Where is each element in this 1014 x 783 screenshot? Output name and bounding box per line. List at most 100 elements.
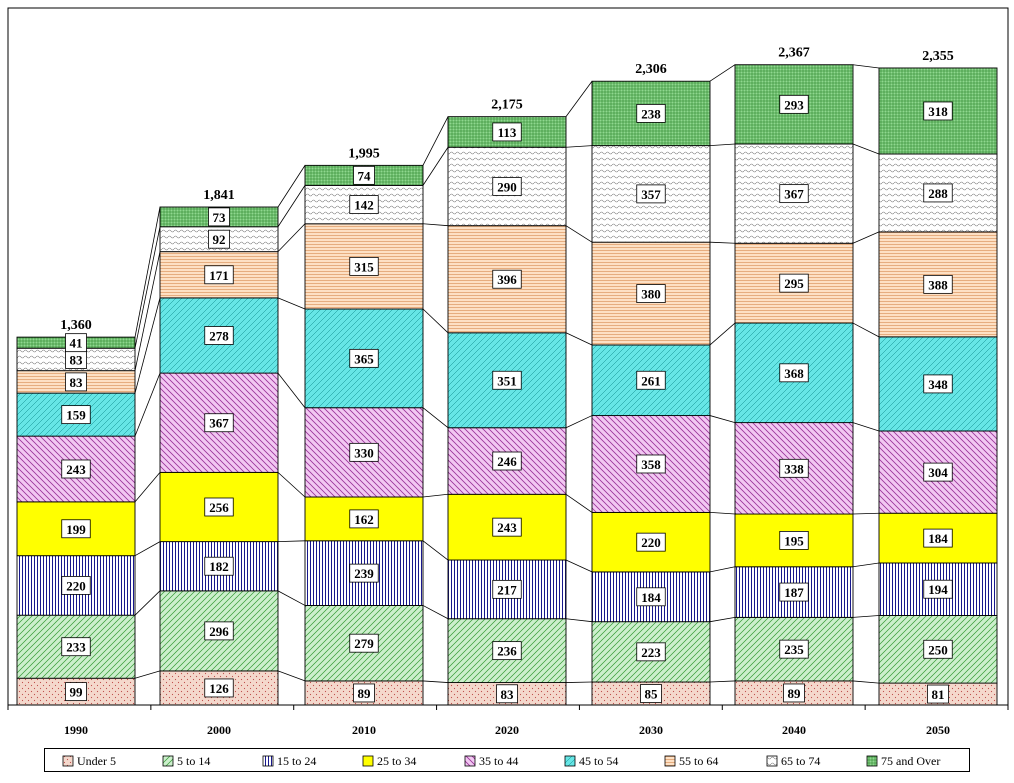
data-label: 278 xyxy=(209,328,229,343)
data-label-box xyxy=(204,621,234,641)
data-label-box xyxy=(923,183,953,203)
total-label: 1,995 xyxy=(348,146,380,161)
bar-segment xyxy=(734,566,854,618)
legend-label: 35 to 44 xyxy=(479,754,518,768)
data-label-box xyxy=(636,370,666,390)
data-label-box xyxy=(779,582,809,602)
data-label: 184 xyxy=(928,531,948,546)
total-label: 2,175 xyxy=(491,98,523,113)
data-label-box xyxy=(636,587,666,607)
data-label-box xyxy=(349,195,379,214)
series-connector-line xyxy=(565,493,593,513)
data-label: 74 xyxy=(358,168,372,183)
series-connector-line xyxy=(709,241,736,244)
data-label: 235 xyxy=(784,642,804,657)
series-connector-line xyxy=(422,680,449,683)
x-tick-label: 2020 xyxy=(495,723,519,737)
data-label-box xyxy=(204,265,234,285)
data-label: 368 xyxy=(784,366,804,381)
data-label-box xyxy=(208,229,230,249)
data-label: 388 xyxy=(928,277,948,292)
data-label: 187 xyxy=(784,585,804,600)
total-label: 2,306 xyxy=(635,62,667,77)
data-label-box xyxy=(783,683,805,703)
data-label-box xyxy=(492,517,522,537)
data-label-box xyxy=(779,184,809,204)
series-connector-line xyxy=(277,670,306,682)
total-label: 1,360 xyxy=(60,318,92,333)
legend-swatch xyxy=(262,755,274,767)
data-label-box xyxy=(779,531,809,550)
legend-swatch xyxy=(162,755,174,767)
data-label-box xyxy=(349,348,379,368)
legend-swatch xyxy=(866,755,878,767)
series-connector-line xyxy=(277,223,306,252)
data-label: 367 xyxy=(784,187,804,202)
data-label: 217 xyxy=(497,582,517,597)
series-connector-line xyxy=(565,80,593,117)
data-label-box xyxy=(492,641,522,661)
series-connector-line xyxy=(852,562,880,568)
data-label-box xyxy=(204,678,234,698)
data-label: 304 xyxy=(928,465,948,480)
series-connector-line xyxy=(852,322,880,338)
x-tick-label: 2040 xyxy=(782,723,806,737)
data-label-box xyxy=(492,269,522,289)
data-label: 296 xyxy=(209,624,229,639)
legend-label: 65 to 74 xyxy=(781,754,820,768)
data-label: 195 xyxy=(784,533,804,548)
series-connector-line xyxy=(565,225,593,243)
series-connector-line xyxy=(277,590,306,606)
x-tick-label: 2030 xyxy=(639,723,663,737)
data-label-box xyxy=(349,563,379,583)
series-connector-line xyxy=(852,231,880,244)
data-label: 243 xyxy=(66,462,86,477)
series-connector-line xyxy=(565,681,593,683)
data-label-box xyxy=(204,326,234,345)
data-label-box xyxy=(923,374,953,394)
series-connector-line xyxy=(422,223,449,227)
total-label: 2,367 xyxy=(778,46,810,61)
series-connector-line xyxy=(852,512,880,515)
data-label-box xyxy=(61,459,91,479)
series-connector-line xyxy=(422,147,449,186)
legend-label: 55 to 64 xyxy=(679,754,718,768)
data-label: 233 xyxy=(66,640,86,655)
series-connector-line xyxy=(134,472,161,503)
legend-label: 75 and Over xyxy=(881,754,940,768)
data-label-box xyxy=(779,639,809,659)
data-label: 357 xyxy=(641,187,661,202)
data-label: 246 xyxy=(497,454,517,469)
data-label: 41 xyxy=(70,336,83,351)
data-label: 295 xyxy=(784,276,804,291)
series-connector-line xyxy=(134,372,161,437)
data-label: 279 xyxy=(354,636,374,651)
series-connector-line xyxy=(709,680,736,683)
x-tick-label: 2050 xyxy=(926,723,950,737)
data-label-box xyxy=(65,372,87,392)
series-connector-line xyxy=(565,559,593,573)
series-connector-line xyxy=(277,165,306,208)
series-connector-line xyxy=(422,308,449,334)
series-connector-line xyxy=(565,618,593,623)
data-label: 348 xyxy=(928,377,948,392)
data-label-box xyxy=(636,454,666,474)
data-label-box xyxy=(349,633,379,653)
data-label-box xyxy=(923,274,953,294)
data-label-box xyxy=(65,333,87,353)
data-label: 250 xyxy=(928,642,948,657)
data-label: 113 xyxy=(498,125,517,140)
legend-label: 15 to 24 xyxy=(277,754,316,768)
data-label-box xyxy=(61,519,91,539)
data-label-box xyxy=(65,682,87,702)
data-label: 142 xyxy=(354,198,374,213)
legend-label: 5 to 14 xyxy=(177,754,210,768)
data-label-box xyxy=(492,122,522,142)
data-label: 159 xyxy=(66,408,86,423)
data-label-box xyxy=(636,104,666,123)
series-connector-line xyxy=(277,297,306,310)
data-label: 380 xyxy=(641,287,661,302)
data-label-box xyxy=(636,184,666,204)
series-connector-line xyxy=(134,590,161,616)
